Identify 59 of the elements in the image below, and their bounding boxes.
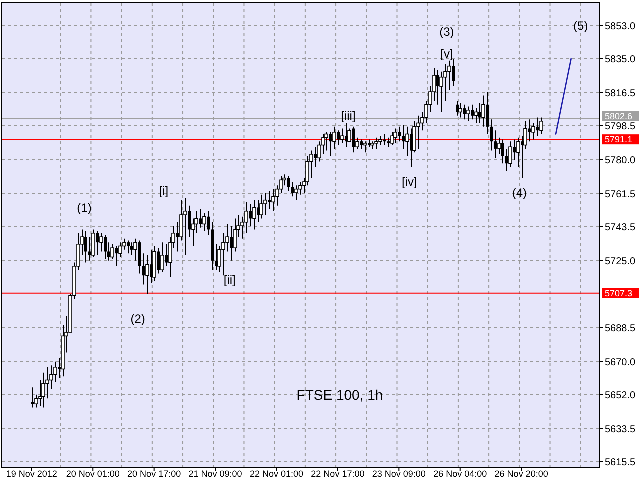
x-tick-label: 23 Nov 09:00 xyxy=(372,469,426,479)
candlestick xyxy=(374,137,378,150)
text: FTSE 100, 1h xyxy=(296,387,384,403)
candlestick xyxy=(252,200,256,230)
y-tick-label: 5780.0 xyxy=(605,155,636,166)
y-tick-label: 5743.5 xyxy=(605,222,636,234)
y-tick-label: 5670.0 xyxy=(605,357,636,368)
annotation: [iv] xyxy=(402,175,418,189)
candlestick xyxy=(416,115,420,150)
annotation: (2) xyxy=(130,312,146,326)
ref-line-label: 5707.3 xyxy=(605,288,633,299)
ref-line-label: 5802.6 xyxy=(605,112,633,122)
annotation: (3) xyxy=(440,25,454,39)
y-tick-label: 5853.0 xyxy=(605,21,636,32)
candlestick xyxy=(160,242,164,272)
candlestick xyxy=(84,231,87,264)
candlestick xyxy=(294,185,298,201)
annotation: [v] xyxy=(440,47,454,61)
y-tick-label: 5816.5 xyxy=(605,88,636,100)
x-tick-label: 21 Nov 09:00 xyxy=(188,469,242,479)
candlestick xyxy=(466,106,470,122)
candlestick xyxy=(92,229,96,258)
candlestick xyxy=(260,194,264,220)
y-tick-label: 5725.0 xyxy=(605,256,636,268)
x-tick-label: 26 Nov 04:00 xyxy=(434,469,488,479)
y-tick-label: 5615.5 xyxy=(605,457,636,468)
candlestick xyxy=(390,132,394,146)
candlestick xyxy=(202,212,206,232)
candlestick xyxy=(501,139,504,164)
annotation: (5) xyxy=(574,19,588,33)
y-tick-label: 5652.0 xyxy=(605,390,636,402)
annotation: (4) xyxy=(512,186,527,200)
y-tick-label: 5633.5 xyxy=(605,424,636,436)
candlestick xyxy=(490,119,493,152)
ref-line-label: 5791.1 xyxy=(605,134,633,145)
x-tick-label: 19 Nov 2012 xyxy=(6,469,58,479)
annotation: [i] xyxy=(159,184,169,198)
y-tick-label: 5798.5 xyxy=(605,121,636,132)
candlestick xyxy=(184,198,188,256)
annotation: [ii] xyxy=(224,273,236,287)
annotation: (1) xyxy=(77,201,92,215)
x-tick-label: 20 Nov 01:00 xyxy=(66,469,120,479)
candlestick xyxy=(508,141,512,168)
candlestick xyxy=(364,141,368,154)
y-tick-label: 5688.5 xyxy=(605,323,636,334)
x-tick-label: 26 Nov 20:00 xyxy=(494,469,548,479)
candlestick xyxy=(540,117,544,135)
y-tick-label: 5761.5 xyxy=(605,189,636,200)
y-tick-label: 5835.0 xyxy=(605,54,636,66)
candlestick xyxy=(394,128,398,144)
candlestick xyxy=(474,108,478,124)
x-tick-label: 22 Nov 01:00 xyxy=(250,469,304,479)
candlestick xyxy=(264,192,268,216)
x-tick-label: 22 Nov 17:00 xyxy=(311,469,365,479)
candlestick xyxy=(378,136,382,146)
candlestick xyxy=(272,188,276,212)
x-tick-label: 20 Nov 17:00 xyxy=(128,469,182,479)
candlestick xyxy=(458,102,462,118)
annotation: [iii] xyxy=(341,109,356,123)
